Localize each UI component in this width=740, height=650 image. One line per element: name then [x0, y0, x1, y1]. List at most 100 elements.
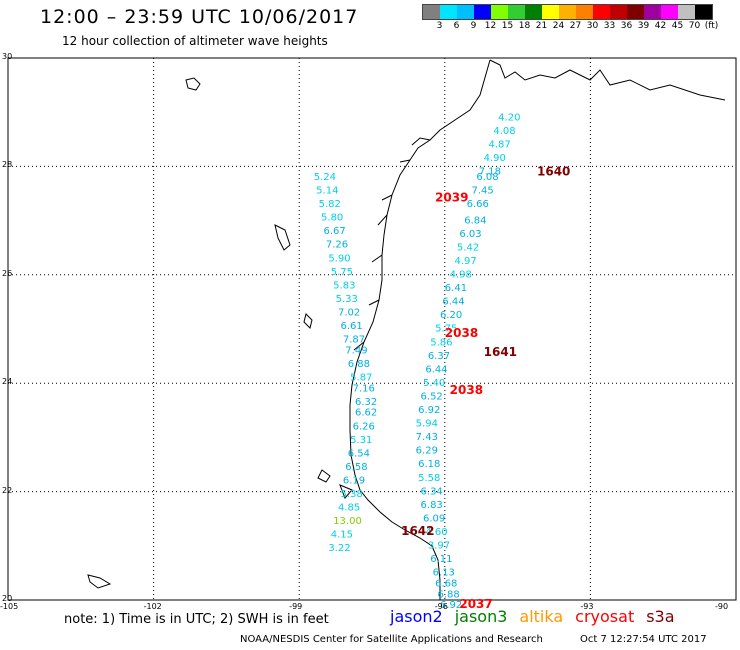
legend-label: 33 [603, 21, 616, 31]
wave-height-point: 6.61 [340, 321, 362, 332]
longitude-label: -99 [289, 602, 303, 611]
wave-height-point: 5.82 [319, 199, 341, 210]
legend-swatch [678, 5, 695, 19]
legend-label: 45 [671, 21, 684, 31]
wave-height-point: 5.86 [430, 337, 452, 348]
wave-height-point: 4.90 [484, 153, 506, 164]
latitude-label: 22 [2, 485, 13, 495]
legend-label: 3 [436, 21, 443, 31]
wave-height-point: 6.44 [442, 297, 464, 308]
legend-swatch [593, 5, 610, 19]
map-title: 12:00 – 23:59 UTC 10/06/2017 [40, 6, 359, 28]
color-scale-legend [422, 4, 713, 20]
legend-swatch [644, 5, 661, 19]
legend-swatch [542, 5, 559, 19]
wave-height-point: 6.84 [464, 215, 486, 226]
wave-height-point: 7.26 [326, 240, 348, 251]
wave-height-point: 7.02 [338, 307, 360, 318]
wave-height-point: 6.41 [445, 283, 467, 294]
wave-height-point: 6.08 [476, 172, 498, 183]
credit-text: NOAA/NESDIS Center for Satellite Applica… [240, 634, 543, 645]
satellite-name: jason3 [454, 607, 508, 626]
wave-height-point: 6.03 [459, 229, 481, 240]
legend-swatch [491, 5, 508, 19]
wave-height-point: 4.85 [338, 503, 360, 514]
map-frame [7, 57, 737, 601]
island-small-6 [339, 484, 353, 499]
wave-height-point: 6.83 [421, 500, 443, 511]
legend-swatch [474, 5, 491, 19]
wave-height-point: 7.87 [343, 335, 365, 346]
wave-height-point: 4.97 [455, 256, 477, 267]
legend-label: 39 [637, 21, 650, 31]
legend-swatch [525, 5, 542, 19]
map-subtitle: 12 hour collection of altimeter wave hei… [62, 34, 328, 48]
legend-swatch [440, 5, 457, 19]
wave-height-point: 6.88 [348, 359, 370, 370]
legend-swatch [457, 5, 474, 19]
legend-label: 18 [518, 21, 531, 31]
legend-label: 42 [654, 21, 667, 31]
island-small-3 [87, 574, 112, 589]
legend-swatch [627, 5, 644, 19]
longitude-label: -102 [143, 602, 162, 611]
wave-height-point: 5.33 [336, 294, 358, 305]
longitude-label: -93 [580, 602, 594, 611]
wave-height-point: 7.45 [471, 186, 493, 197]
legend-swatch [576, 5, 593, 19]
wave-height-point: 7.16 [353, 383, 375, 394]
legend-swatch [508, 5, 525, 19]
wave-height-point: 6.62 [355, 408, 377, 419]
wave-height-point: 5.42 [457, 242, 479, 253]
satellite-name: cryosat [575, 607, 635, 626]
legend-swatch [661, 5, 678, 19]
island-small-2 [274, 224, 291, 251]
legend-label: 15 [501, 21, 514, 31]
legend-label: 9 [470, 21, 477, 31]
lat-lon-grid [7, 57, 737, 601]
wave-height-point: 5.94 [416, 419, 438, 430]
wave-height-point: 6.37 [428, 351, 450, 362]
satellite-legend: jason2 jason3 altika cryosat s3a [390, 607, 687, 626]
satellite-name: s3a [646, 607, 675, 626]
wave-height-point: 5.87 [350, 372, 372, 383]
longitude-label: -96 [434, 602, 448, 611]
pass-time-label: 2037 [459, 597, 492, 611]
pass-time-labels: 1640 2039 2038 1641 2038 1642 2037 [401, 165, 570, 612]
wave-height-point: 5.83 [333, 280, 355, 291]
longitude-label: -90 [715, 602, 729, 611]
wave-height-points: 4.20 4.08 4.87 4.90 7.186.08 7.45 6.66 6.84 6.03… [314, 112, 521, 611]
wave-height-point: 5.40 [423, 378, 445, 389]
wave-height-point: 5.31 [350, 435, 372, 446]
satellite-name: jason2 [390, 607, 443, 626]
legend-label: 21 [535, 21, 548, 31]
wave-height-point: 4.98 [450, 270, 472, 281]
island-small-1 [185, 77, 201, 91]
wave-height-point: 7.18 [479, 167, 501, 178]
wave-height-point: 7.49 [345, 345, 367, 356]
wave-height-point: 6.92 [418, 405, 440, 416]
satellite-name: altika [519, 607, 564, 626]
wave-height-point: 4.08 [493, 126, 515, 137]
legend-label: 70 [688, 21, 701, 31]
legend-label: 30 [586, 21, 599, 31]
wave-height-point: 4.60 [425, 527, 447, 538]
wave-height-point: 5.90 [328, 253, 350, 264]
latitude-label: 24 [2, 377, 13, 387]
wave-height-point: 5.80 [321, 213, 343, 224]
longitude-label: -105 [0, 602, 19, 611]
wave-height-point: 5.14 [316, 186, 338, 197]
pass-time-label: 1641 [484, 345, 517, 359]
wave-height-point: 7.43 [416, 432, 438, 443]
wave-height-point: 5.24 [314, 172, 336, 183]
wave-height-point: 6.66 [467, 199, 489, 210]
wave-height-point: 6.13 [433, 568, 455, 579]
legend-label: 27 [569, 21, 582, 31]
wave-height-point: 6.29 [416, 446, 438, 457]
wave-height-point: 6.09 [423, 513, 445, 524]
pass-time-label: 2039 [435, 191, 468, 205]
color-scale-labels: 3 6 9 12 15 18 21 24 27 30 33 36 39 42 45 70 (ft) [422, 21, 740, 33]
wave-height-point: 5.38 [340, 489, 362, 500]
pass-time-label: 2038 [445, 326, 478, 340]
